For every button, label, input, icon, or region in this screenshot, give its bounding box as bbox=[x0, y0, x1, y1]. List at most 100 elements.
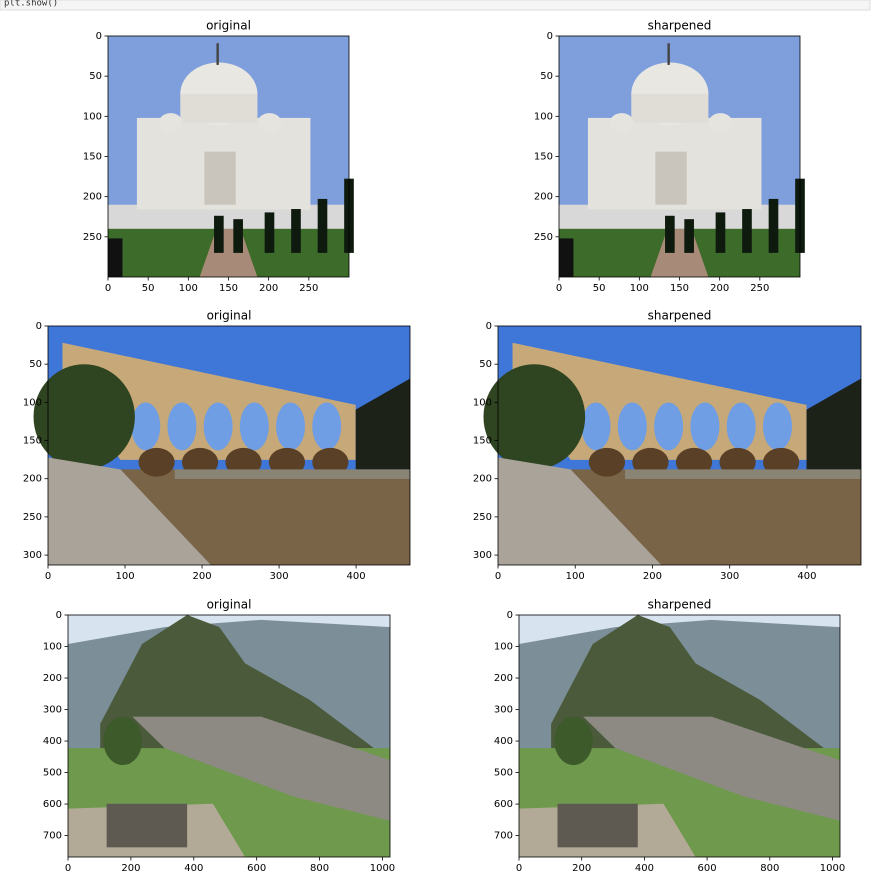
y-tick-label: 150 bbox=[83, 152, 102, 163]
subplot-title: original bbox=[206, 19, 251, 33]
y-tick-label: 600 bbox=[43, 799, 62, 810]
x-tick-label: 600 bbox=[247, 863, 266, 874]
y-tick-label: 600 bbox=[494, 799, 513, 810]
y-tick-label: 50 bbox=[479, 359, 492, 370]
code-cell bbox=[0, 0, 871, 11]
y-tick-label: 250 bbox=[534, 232, 553, 243]
image-region bbox=[654, 402, 684, 451]
y-tick-label: 150 bbox=[23, 436, 42, 447]
x-tick-label: 200 bbox=[643, 571, 662, 582]
image-region bbox=[204, 151, 236, 205]
x-tick-label: 200 bbox=[121, 863, 140, 874]
y-tick-label: 250 bbox=[83, 232, 102, 243]
subplot: original 0 100 200 300 400 0 50 100 150 200 250 300 bbox=[23, 309, 411, 582]
x-tick-label: 200 bbox=[572, 863, 591, 874]
x-tick-label: 250 bbox=[299, 283, 318, 294]
y-tick-label: 300 bbox=[43, 705, 62, 716]
image-region bbox=[726, 402, 756, 451]
image-region bbox=[708, 113, 733, 133]
x-tick-label: 100 bbox=[115, 571, 134, 582]
y-tick-label: 200 bbox=[43, 673, 62, 684]
image-region bbox=[48, 457, 211, 565]
subplot: original 0 50 100 150 200 250 0 50 100 150 200 250 bbox=[83, 19, 354, 294]
y-tick-label: 0 bbox=[547, 31, 553, 42]
image-region bbox=[559, 238, 574, 277]
image-region bbox=[557, 803, 638, 848]
y-tick-label: 500 bbox=[494, 768, 513, 779]
x-tick-label: 100 bbox=[630, 283, 649, 294]
image-region bbox=[132, 716, 390, 821]
image-region bbox=[554, 716, 593, 766]
x-tick-label: 600 bbox=[698, 863, 717, 874]
x-tick-label: 150 bbox=[670, 283, 689, 294]
image-region bbox=[631, 93, 709, 123]
subplot-title: sharpened bbox=[648, 19, 712, 33]
y-tick-label: 500 bbox=[43, 768, 62, 779]
x-tick-label: 800 bbox=[310, 863, 329, 874]
y-tick-label: 300 bbox=[494, 705, 513, 716]
image-region bbox=[167, 402, 197, 451]
y-tick-label: 0 bbox=[486, 321, 492, 332]
y-tick-label: 0 bbox=[96, 31, 102, 42]
x-tick-label: 50 bbox=[593, 283, 606, 294]
subplot-title: original bbox=[207, 598, 252, 612]
image-region bbox=[588, 447, 626, 477]
x-tick-label: 200 bbox=[259, 283, 278, 294]
x-tick-label: 0 bbox=[556, 283, 562, 294]
y-tick-label: 200 bbox=[473, 474, 492, 485]
x-tick-label: 0 bbox=[45, 571, 51, 582]
image-region bbox=[214, 215, 224, 253]
y-tick-label: 100 bbox=[43, 642, 62, 653]
y-tick-label: 250 bbox=[23, 512, 42, 523]
image-region bbox=[665, 215, 675, 253]
image-region bbox=[715, 212, 726, 253]
image-region bbox=[667, 43, 670, 65]
x-tick-label: 100 bbox=[179, 283, 198, 294]
image-region bbox=[684, 219, 694, 253]
x-tick-label: 250 bbox=[750, 283, 769, 294]
x-tick-label: 50 bbox=[142, 283, 155, 294]
x-tick-label: 300 bbox=[270, 571, 289, 582]
image-region bbox=[806, 378, 861, 470]
image-region bbox=[312, 402, 342, 451]
image-region bbox=[768, 198, 779, 253]
image-region bbox=[625, 469, 861, 479]
subplot-title: sharpened bbox=[648, 598, 712, 612]
image-region bbox=[276, 402, 306, 451]
image-region bbox=[742, 209, 752, 253]
y-tick-label: 300 bbox=[23, 550, 42, 561]
x-tick-label: 200 bbox=[192, 571, 211, 582]
y-tick-label: 200 bbox=[83, 192, 102, 203]
subplot: original 0 200 400 600 800 1000 0 100 200 300 400 50… bbox=[43, 598, 395, 875]
image-region bbox=[138, 447, 175, 477]
axes-frame bbox=[497, 325, 862, 566]
y-tick-label: 100 bbox=[494, 642, 513, 653]
y-tick-label: 100 bbox=[23, 397, 42, 408]
image-region bbox=[33, 364, 135, 470]
x-tick-label: 0 bbox=[105, 283, 111, 294]
image bbox=[483, 326, 861, 565]
y-tick-label: 100 bbox=[534, 111, 553, 122]
y-tick-label: 200 bbox=[534, 192, 553, 203]
image bbox=[108, 36, 354, 277]
y-tick-label: 50 bbox=[89, 71, 102, 82]
x-tick-label: 300 bbox=[720, 571, 739, 582]
y-tick-label: 700 bbox=[43, 831, 62, 842]
y-tick-label: 400 bbox=[43, 736, 62, 747]
y-tick-label: 200 bbox=[23, 474, 42, 485]
image-region bbox=[581, 402, 611, 451]
x-tick-label: 1000 bbox=[820, 863, 845, 874]
image-region bbox=[355, 378, 410, 470]
image-region bbox=[317, 198, 328, 253]
subplot-title: original bbox=[207, 309, 252, 323]
y-tick-label: 50 bbox=[29, 359, 42, 370]
y-tick-label: 0 bbox=[56, 610, 62, 621]
image-region bbox=[180, 93, 258, 123]
image-region bbox=[583, 716, 840, 821]
y-tick-label: 250 bbox=[473, 512, 492, 523]
image-region bbox=[131, 402, 161, 451]
y-tick-label: 400 bbox=[494, 736, 513, 747]
image bbox=[519, 615, 840, 857]
x-tick-label: 200 bbox=[710, 283, 729, 294]
y-tick-label: 300 bbox=[473, 550, 492, 561]
